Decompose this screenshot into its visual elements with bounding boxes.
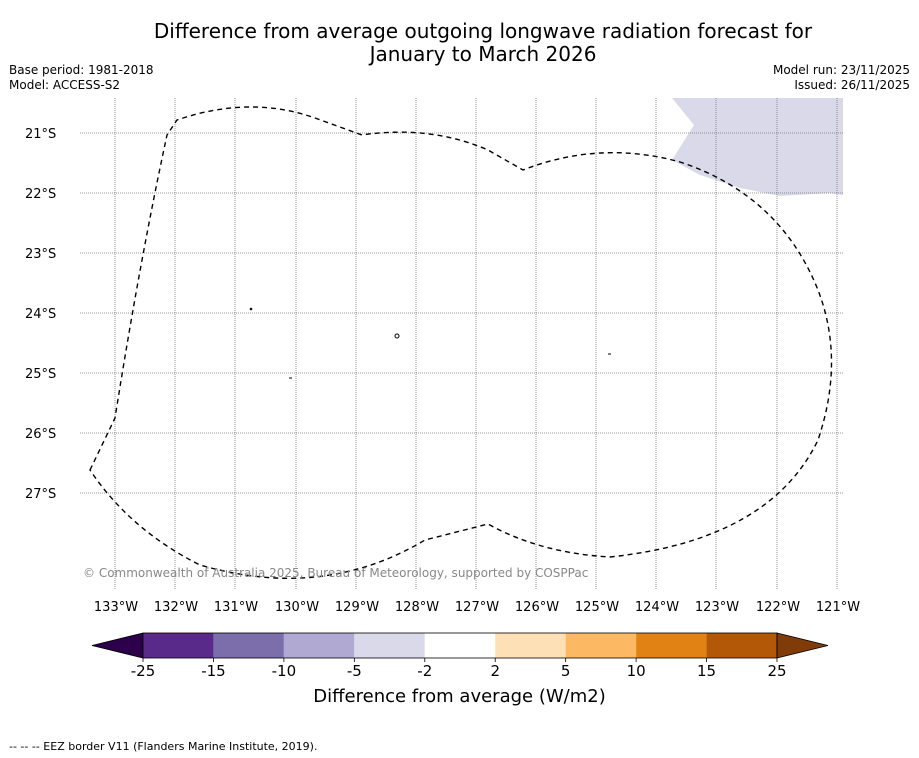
lon-label: 124°W (635, 600, 679, 615)
lon-labels: 133°W 132°W 131°W 130°W 129°W 128°W 127°… (94, 600, 860, 615)
colorbar-segment (424, 633, 496, 658)
colorbar-segment (354, 633, 425, 658)
model-name: Model: ACCESS-S2 (9, 78, 121, 92)
island-marker (394, 333, 400, 339)
colorbar-tick-label: 25 (767, 662, 786, 680)
copyright-text: © Commonwealth of Australia 2025, Bureau… (83, 566, 588, 580)
lon-label: 132°W (154, 600, 198, 615)
lon-label: 122°W (756, 600, 800, 615)
colorbar-segment (565, 633, 637, 658)
colorbar-tick-label: 10 (627, 662, 646, 680)
eez-border (89, 106, 833, 580)
meta-left: Base period: 1981-2018 Model: ACCESS-S2 (9, 63, 154, 93)
lon-label: 123°W (695, 600, 739, 615)
colorbar-tick-label: 5 (561, 662, 571, 680)
gridlines (80, 98, 843, 590)
title-line-2: January to March 2026 (369, 42, 597, 66)
colorbar-over-arrow (776, 632, 829, 659)
lon-label: 130°W (275, 600, 319, 615)
colorbar-tick-label: -25 (131, 662, 156, 680)
lon-label: 133°W (94, 600, 138, 615)
colorbar-segment (283, 633, 355, 658)
meta-right: Model run: 23/11/2025 Issued: 26/11/2025 (773, 63, 910, 93)
lon-label: 131°W (214, 600, 258, 615)
title-line-1: Difference from average outgoing longwav… (153, 19, 813, 43)
lon-label: 127°W (455, 600, 499, 615)
colorbar: -25 -15 -10 -5 -2 2 5 10 15 25 (91, 632, 829, 680)
islands (249, 307, 611, 379)
lat-label: 21°S (25, 127, 56, 142)
anomaly-region (672, 98, 843, 196)
lat-label: 24°S (25, 307, 56, 322)
colorbar-segment (636, 633, 707, 658)
colorbar-tick-label: -15 (201, 662, 226, 680)
lat-labels: 21°S 22°S 23°S 24°S 25°S 26°S 27°S (25, 127, 56, 502)
colorbar-title: Difference from average (W/m2) (313, 686, 606, 707)
lat-label: 26°S (25, 427, 56, 442)
lon-label: 125°W (575, 600, 619, 615)
lon-label: 126°W (515, 600, 559, 615)
lon-label: 128°W (395, 600, 439, 615)
colorbar-tick-label: -2 (417, 662, 432, 680)
island-marker (249, 307, 253, 311)
colorbar-tick-label: -10 (272, 662, 297, 680)
colorbar-border (142, 632, 778, 659)
lat-label: 27°S (25, 487, 56, 502)
issued-date: Issued: 26/11/2025 (794, 78, 910, 92)
colorbar-segment (495, 633, 566, 658)
colorbar-tick-label: 15 (697, 662, 716, 680)
lat-label: 25°S (25, 367, 56, 382)
map-title: Difference from average outgoing longwav… (0, 20, 919, 66)
lat-label: 23°S (25, 247, 56, 262)
colorbar-tick-label: 2 (490, 662, 500, 680)
model-run: Model run: 23/11/2025 (772, 63, 910, 77)
lat-label: 22°S (25, 187, 56, 202)
colorbar-segment (143, 633, 214, 658)
base-period: Base period: 1981-2018 (9, 63, 154, 77)
footnote: -- -- -- EEZ border V11 (Flanders Marine… (9, 740, 318, 753)
colorbar-under-arrow (91, 632, 144, 659)
lon-label: 121°W (816, 600, 860, 615)
lon-label: 129°W (335, 600, 379, 615)
colorbar-segment (213, 633, 284, 658)
colorbar-segment (706, 633, 777, 658)
colorbar-tick-label: -5 (347, 662, 362, 680)
